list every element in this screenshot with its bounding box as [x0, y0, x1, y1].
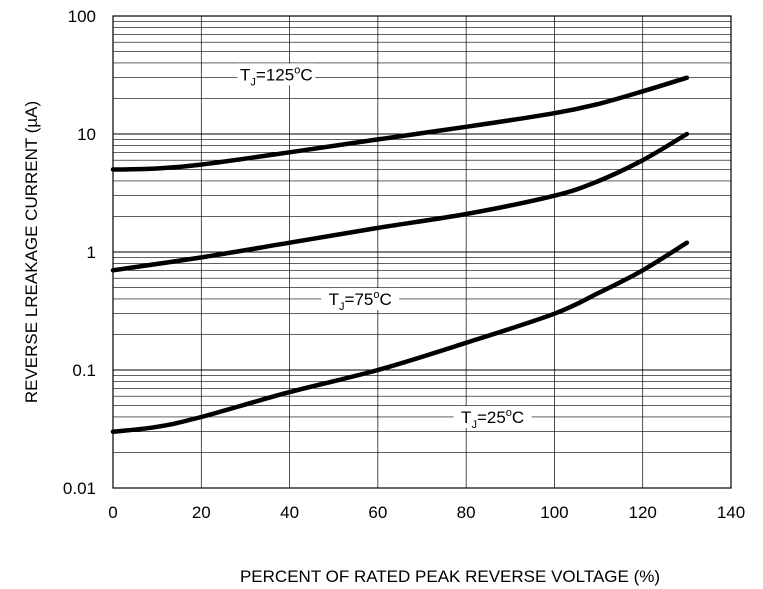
x-axis-title: PERCENT OF RATED PEAK REVERSE VOLTAGE (%… — [240, 567, 660, 586]
series-line-1 — [110, 131, 690, 273]
x-tick-label: 100 — [540, 503, 568, 522]
curve-label: TJ=75oC — [329, 289, 392, 313]
y-tick-labels: 0.01 0.1 1 10 100 — [63, 7, 96, 498]
series-line-0 — [110, 75, 690, 172]
curve-label-bg — [453, 405, 532, 428]
x-tick-label: 80 — [457, 503, 476, 522]
curve-labels: TJ=125oC TJ=75oC TJ=25oC — [237, 63, 532, 431]
plot-frame — [112, 15, 732, 489]
series-line-2 — [110, 240, 690, 434]
curve-label: TJ=125oC — [240, 64, 313, 88]
y-tick-label: 0.1 — [72, 361, 96, 380]
x-tick-labels: 0 20 40 60 80 100 120 140 — [108, 503, 745, 522]
x-tick-label: 20 — [192, 503, 211, 522]
x-tick-label: 40 — [280, 503, 299, 522]
x-tick-label: 0 — [108, 503, 117, 522]
grid — [113, 16, 731, 488]
curve-label: TJ=25oC — [461, 407, 524, 431]
x-tick-label: 60 — [368, 503, 387, 522]
series-layer — [110, 75, 690, 434]
curve-label-bg — [321, 287, 400, 310]
x-tick-label: 140 — [717, 503, 745, 522]
y-tick-label: 0.01 — [63, 479, 96, 498]
y-axis-title: REVERSE LREAKAGE CURRENT (µA) — [22, 101, 41, 403]
curve-label-bg — [237, 63, 316, 86]
y-tick-label: 1 — [87, 243, 96, 262]
y-tick-label: 100 — [68, 7, 96, 26]
y-tick-label: 10 — [77, 125, 96, 144]
x-tick-label: 120 — [629, 503, 657, 522]
